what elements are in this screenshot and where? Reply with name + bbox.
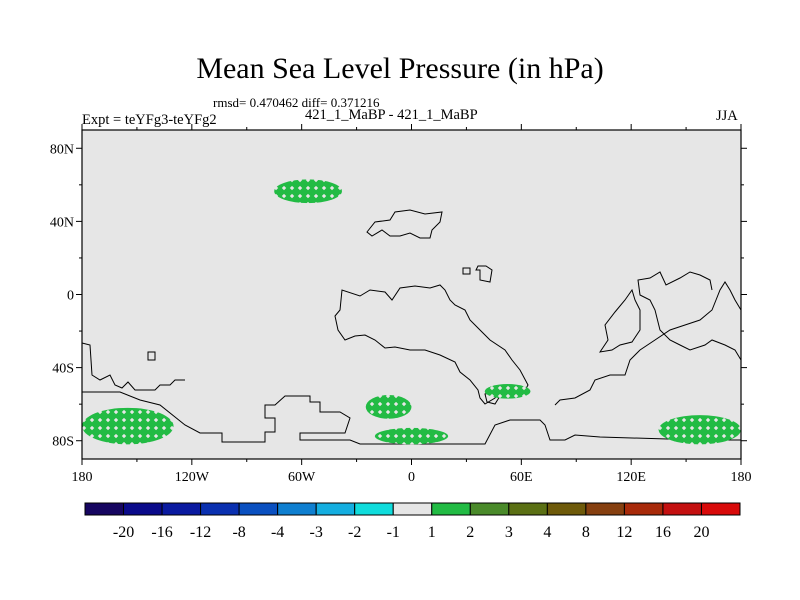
- antarctica-coastline: [82, 391, 741, 445]
- experiment-names: 421_1_MaBP - 421_1_MaBP: [305, 107, 478, 123]
- lon-tick-label: 60E: [510, 470, 533, 485]
- europe-coastline: [366, 209, 443, 239]
- small-island-coastline: [475, 265, 493, 283]
- maritime-continent-coastline: [598, 288, 641, 353]
- lon-tick-label: 180: [72, 470, 93, 485]
- small-island-coastline: [462, 267, 471, 275]
- stats-label: rmsd= 0.470462 diff= 0.371216: [213, 95, 380, 110]
- colorbar-swatch: [354, 502, 394, 516]
- longitude-axis: 180 120W 60W 0 60E 120E 180: [72, 124, 752, 485]
- colorbar-swatch: [623, 502, 664, 516]
- map-field: [82, 130, 741, 459]
- colorbar-label: 8: [582, 524, 590, 541]
- colorbar-swatch: [662, 502, 702, 516]
- lon-tick-label: 60W: [288, 470, 316, 485]
- anomaly-layer: [82, 179, 741, 445]
- lat-tick-label: 80N: [50, 142, 74, 157]
- colorbar-swatch: [585, 502, 625, 516]
- lon-tick-label: 0: [408, 470, 415, 485]
- anomaly-region: [274, 179, 342, 204]
- colorbar-swatch: [161, 502, 202, 516]
- anomaly-region: [658, 415, 741, 445]
- season-label: JJA: [716, 108, 738, 124]
- colorbar-swatch: [546, 502, 587, 516]
- experiment-label: Expt = teYFg3-teYFg2: [82, 112, 217, 128]
- lat-tick-label: 40S: [52, 362, 74, 377]
- colorbar-swatch: [431, 502, 471, 516]
- africa-coastline: [334, 284, 529, 405]
- lon-tick-label: 120W: [175, 470, 210, 485]
- small-island-coastline: [147, 351, 156, 361]
- anomaly-region: [365, 395, 412, 419]
- colorbar-swatch: [469, 502, 510, 516]
- colorbar-swatch: [123, 502, 163, 516]
- colorbar-label: -1: [387, 524, 400, 541]
- lat-tick-label: 40N: [50, 215, 74, 230]
- latitude-axis: 80N 40N 0 40S 80S: [50, 142, 747, 450]
- colorbar-label: -4: [271, 524, 284, 541]
- colorbar-label: 1: [428, 524, 436, 541]
- lon-tick-label: 120E: [616, 470, 646, 485]
- anomaly-region: [484, 384, 531, 399]
- colorbar-swatch: [238, 502, 279, 516]
- lat-tick-label: 0: [67, 289, 74, 304]
- colorbar-label: -8: [232, 524, 245, 541]
- colorbar-swatch: [84, 502, 125, 516]
- colorbar-swatch: [392, 502, 433, 516]
- colorbar-swatch: [700, 502, 741, 516]
- lon-tick-label: 180: [731, 470, 752, 485]
- colorbar-label: -3: [310, 524, 323, 541]
- colorbar-swatch: [277, 502, 317, 516]
- anomaly-region: [374, 427, 449, 445]
- colorbar-label: 20: [693, 524, 709, 541]
- colorbar-swatch: [508, 502, 548, 516]
- colorbar-label: -12: [190, 524, 211, 541]
- coastlines: [81, 209, 742, 445]
- colorbar-label: -2: [348, 524, 361, 541]
- south-america-coastline: [81, 342, 185, 391]
- chart-title: Mean Sea Level Pressure (in hPa): [196, 52, 604, 85]
- colorbar-swatch: [315, 502, 356, 516]
- colorbar-label: -20: [113, 524, 134, 541]
- colorbar-swatch: [200, 502, 240, 516]
- anomaly-region: [82, 407, 174, 445]
- colorbar-label: -16: [151, 524, 172, 541]
- colorbar: -20 -16 -12 -8 -4 -3 -2 -1 1 2 3 4 8 12 16 20: [84, 502, 741, 541]
- colorbar-label: 4: [543, 524, 551, 541]
- colorbar-label: 12: [616, 524, 632, 541]
- lat-tick-label: 80S: [52, 435, 74, 450]
- colorbar-label: 2: [466, 524, 474, 541]
- colorbar-label: 16: [655, 524, 671, 541]
- colorbar-label: 3: [505, 524, 513, 541]
